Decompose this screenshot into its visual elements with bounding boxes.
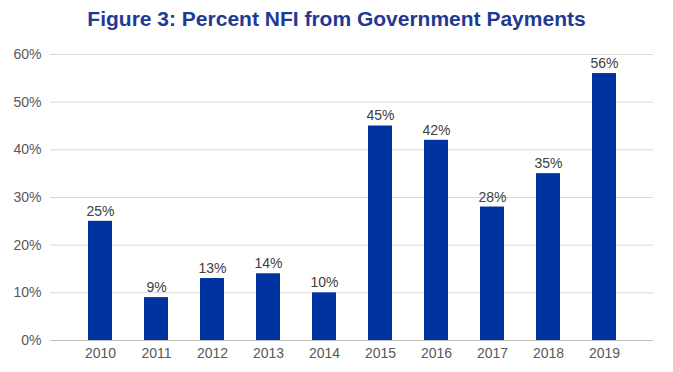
svg-text:20%: 20% xyxy=(13,237,41,253)
svg-text:2017: 2017 xyxy=(477,345,508,361)
svg-text:10%: 10% xyxy=(310,274,338,290)
svg-text:45%: 45% xyxy=(366,107,394,123)
svg-text:10%: 10% xyxy=(13,284,41,300)
svg-text:2019: 2019 xyxy=(589,345,620,361)
svg-text:2013: 2013 xyxy=(253,345,284,361)
svg-text:2012: 2012 xyxy=(197,345,228,361)
svg-text:9%: 9% xyxy=(146,279,166,295)
svg-text:28%: 28% xyxy=(478,189,506,205)
svg-text:2018: 2018 xyxy=(533,345,564,361)
svg-text:56%: 56% xyxy=(590,55,618,71)
html-text:Figure 3: Percent NFI from Gov: Figure 3: Percent NFI from Government Pa… xyxy=(87,7,586,30)
svg-text:2015: 2015 xyxy=(365,345,396,361)
svg-text:0%: 0% xyxy=(21,332,41,348)
svg-text:2011: 2011 xyxy=(141,345,171,361)
svg-text:2010: 2010 xyxy=(85,345,116,361)
svg-text:35%: 35% xyxy=(534,155,562,171)
svg-text:50%: 50% xyxy=(13,94,41,110)
svg-text:60%: 60% xyxy=(13,46,41,62)
svg-text:13%: 13% xyxy=(198,260,226,276)
svg-text:14%: 14% xyxy=(254,255,282,271)
svg-text:30%: 30% xyxy=(13,189,41,205)
svg-text:42%: 42% xyxy=(422,122,450,138)
svg-text:2014: 2014 xyxy=(309,345,340,361)
svg-text:40%: 40% xyxy=(13,141,41,157)
svg-text:25%: 25% xyxy=(86,203,114,219)
svg-text:2016: 2016 xyxy=(421,345,452,361)
